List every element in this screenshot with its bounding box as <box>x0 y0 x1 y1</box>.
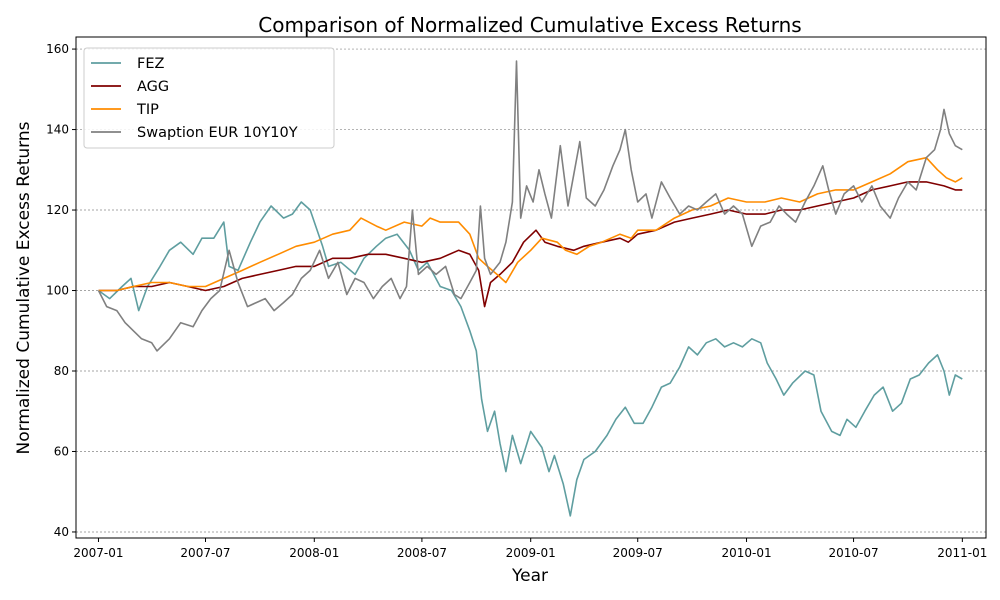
y-tick-label: 80 <box>54 364 69 378</box>
x-tick-label: 2008-01 <box>289 546 339 560</box>
legend-label: FEZ <box>137 56 165 72</box>
legend-entries: FEZ AGG TIP Swaption EUR 10Y10Y <box>91 56 298 141</box>
y-tick-label: 40 <box>54 525 69 539</box>
x-tick-label: 2011-01 <box>937 546 987 560</box>
y-axis-ticks: 40 60 80 100 120 140 160 <box>46 42 76 539</box>
series-line-agg <box>98 181 963 308</box>
legend-label: AGG <box>137 79 169 95</box>
series-line-swaption-eur-10y10y <box>97 60 963 352</box>
x-tick-label: 2008-07 <box>397 546 447 560</box>
legend-label: TIP <box>136 102 159 118</box>
y-tick-label: 100 <box>46 284 69 298</box>
x-tick-label: 2010-07 <box>828 546 878 560</box>
x-tick-label: 2009-07 <box>613 546 663 560</box>
y-axis-label: Normalized Cumulative Excess Returns <box>14 121 34 454</box>
series-line-tip <box>98 156 963 292</box>
x-tick-label: 2007-07 <box>180 546 230 560</box>
y-tick-label: 120 <box>46 203 69 217</box>
series-line-fez <box>98 201 963 517</box>
chart-title: Comparison of Normalized Cumulative Exce… <box>258 13 801 37</box>
x-tick-label: 2009-01 <box>506 546 556 560</box>
y-tick-label: 140 <box>46 123 69 137</box>
y-tick-label: 160 <box>46 42 69 56</box>
x-axis-ticks: 2007-01 2007-07 2008-01 2008-07 2009-01 2009-… <box>73 538 987 560</box>
legend-label: Swaption EUR 10Y10Y <box>137 125 298 141</box>
x-tick-label: 2007-01 <box>73 546 123 560</box>
legend: FEZ AGG TIP Swaption EUR 10Y10Y <box>83 47 335 149</box>
legend-box <box>83 47 335 149</box>
x-axis-label: Year <box>511 566 548 586</box>
x-tick-label: 2010-01 <box>721 546 771 560</box>
series-lines <box>97 60 963 517</box>
y-tick-label: 60 <box>54 444 69 458</box>
